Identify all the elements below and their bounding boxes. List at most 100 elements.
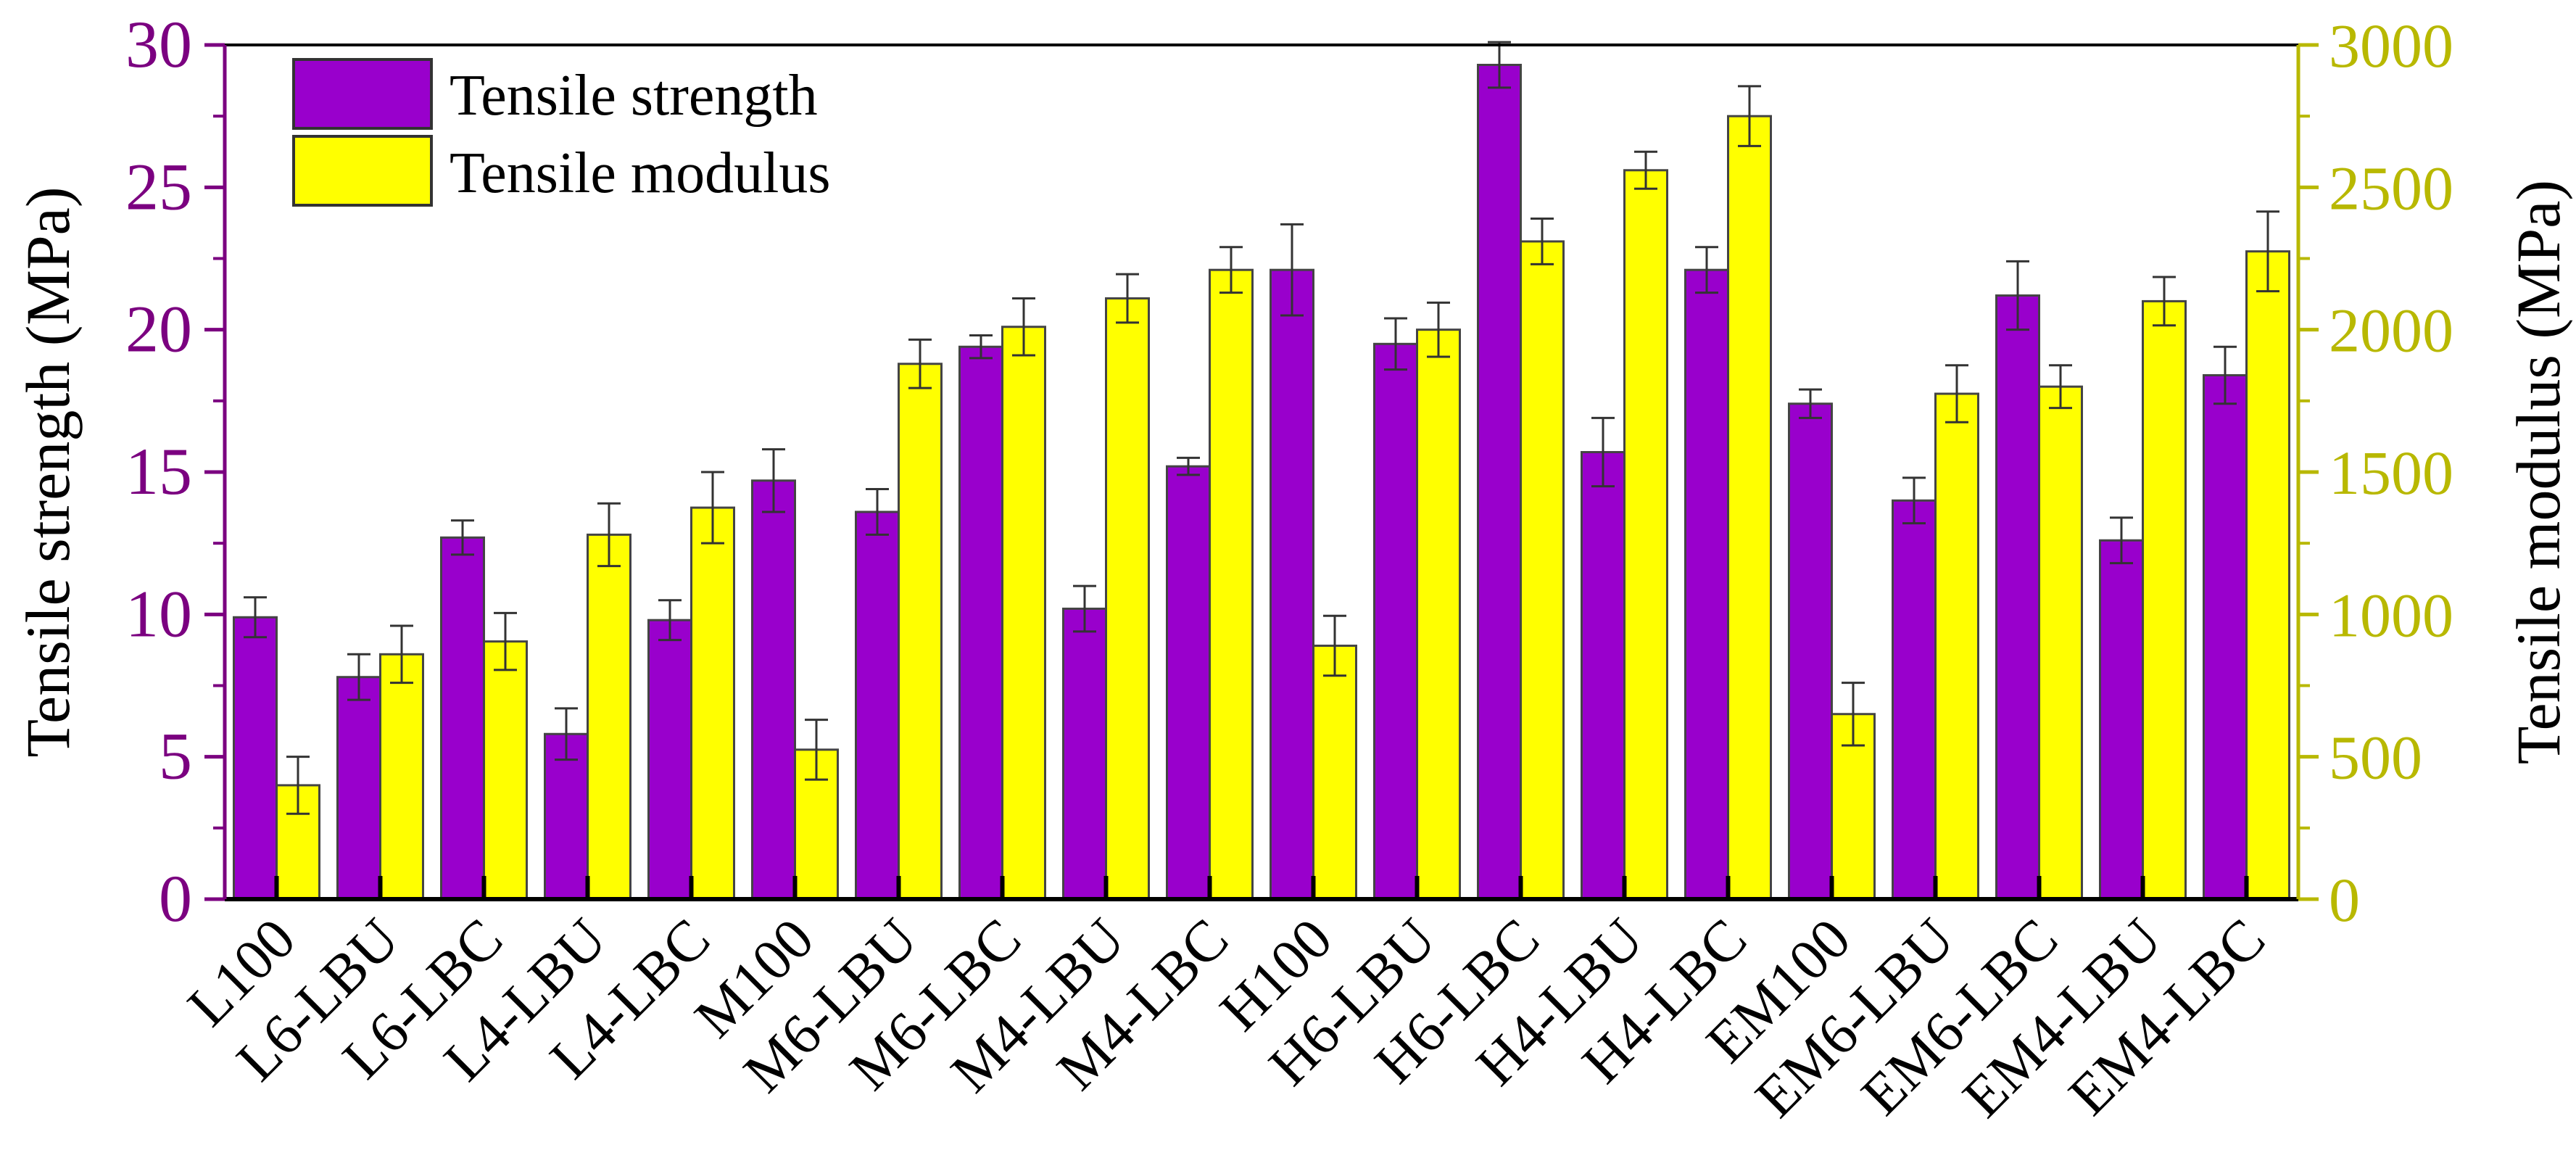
error-bar-tensile-modulus-h4-lbc	[1738, 85, 1761, 147]
error-bar-tensile-modulus-em6-lbc	[2049, 364, 2072, 410]
error-bar-tensile-strength-l100	[244, 596, 267, 639]
error-bar-tensile-modulus-em4-lbu	[2153, 276, 2176, 327]
bar-tensile-strength-h100	[1270, 268, 1314, 901]
error-bar-tensile-modulus-m4-lbc	[1219, 246, 1243, 294]
bar-tensile-modulus-h4-lbc	[1727, 115, 1772, 901]
legend-swatch-tensile-strength	[292, 58, 433, 130]
error-bar-tensile-modulus-em6-lbu	[1945, 364, 1968, 423]
bar-tensile-strength-em6-lbu	[1892, 499, 1937, 901]
error-bar-tensile-modulus-l4-lbc	[701, 471, 724, 545]
bar-tensile-strength-h6-lbc	[1477, 63, 1522, 901]
bar-tensile-modulus-l6-lbc	[483, 640, 528, 901]
bar-tensile-modulus-m6-lbc	[1001, 326, 1046, 901]
error-bar-tensile-modulus-l6-lbu	[390, 624, 413, 685]
error-bar-tensile-modulus-m100	[805, 719, 828, 781]
error-bar-tensile-modulus-m6-lbu	[908, 338, 932, 389]
error-bar-tensile-strength-em100	[1799, 388, 1822, 419]
error-bar-tensile-modulus-h100	[1323, 614, 1346, 677]
right-tick-label: 2500	[2329, 153, 2453, 223]
bar-tensile-modulus-em4-lbu	[2142, 299, 2187, 901]
bar-tensile-strength-em100	[1788, 402, 1833, 901]
error-bar-tensile-strength-h6-lbu	[1384, 317, 1407, 371]
legend-label-tensile-modulus: Tensile modulus	[450, 141, 830, 205]
error-bar-tensile-strength-h4-lbu	[1591, 416, 1615, 488]
bar-tensile-strength-em4-lbc	[2203, 373, 2248, 901]
left-tick-label: 5	[159, 719, 192, 793]
bar-tensile-strength-l100	[233, 616, 278, 901]
error-bar-tensile-strength-m4-lbu	[1073, 584, 1096, 633]
bar-tensile-strength-l6-lbc	[440, 536, 485, 901]
bar-tensile-strength-h4-lbu	[1581, 451, 1625, 901]
error-bar-tensile-modulus-l100	[286, 756, 310, 815]
left-axis-title: Tensile strength (MPa)	[13, 187, 83, 758]
legend-swatch-tensile-modulus	[292, 135, 433, 207]
error-bar-tensile-modulus-em100	[1842, 682, 1865, 747]
right-tick-label: 1500	[2329, 438, 2453, 508]
bar-tensile-modulus-em4-lbc	[2245, 250, 2290, 901]
left-tick-label: 25	[125, 149, 192, 223]
bar-tensile-modulus-h4-lbu	[1623, 169, 1668, 901]
error-bar-tensile-modulus-h4-lbu	[1634, 150, 1657, 190]
left-tick-label: 10	[125, 576, 192, 650]
left-tick-label: 20	[125, 292, 192, 366]
bar-tensile-strength-m4-lbc	[1166, 465, 1211, 901]
bar-tensile-strength-m6-lbu	[855, 510, 900, 901]
error-bar-tensile-strength-em6-lbu	[1902, 476, 1926, 525]
left-tick-label: 30	[125, 7, 192, 81]
right-tick-label: 2000	[2329, 296, 2453, 365]
bar-tensile-strength-m4-lbu	[1062, 607, 1107, 901]
left-tick-label: 0	[159, 861, 192, 935]
legend-label-tensile-strength: Tensile strength	[450, 64, 818, 128]
axes-layer	[204, 43, 2319, 901]
right-tick-label: 1000	[2329, 580, 2453, 650]
error-bar-tensile-modulus-l4-lbu	[597, 502, 621, 568]
bar-tensile-strength-l4-lbc	[647, 619, 692, 901]
error-bar-tensile-strength-em4-lbc	[2213, 345, 2237, 405]
error-bar-tensile-modulus-m4-lbu	[1116, 273, 1139, 324]
left-tick-label: 15	[125, 434, 192, 508]
bar-tensile-modulus-m4-lbu	[1105, 297, 1150, 901]
bar-tensile-modulus-h100	[1312, 645, 1357, 901]
bar-tensile-strength-h6-lbu	[1373, 342, 1418, 901]
error-bar-tensile-strength-l4-lbu	[555, 707, 578, 761]
error-bar-tensile-strength-m4-lbc	[1177, 456, 1200, 476]
bar-tensile-modulus-em6-lbu	[1934, 392, 1979, 901]
error-bar-tensile-strength-h100	[1280, 223, 1304, 317]
error-bar-tensile-strength-em4-lbu	[2110, 516, 2133, 565]
bar-tensile-strength-m6-lbc	[958, 345, 1003, 901]
error-bar-tensile-modulus-m6-lbc	[1012, 297, 1035, 357]
bar-tensile-modulus-l6-lbu	[379, 653, 424, 901]
bar-tensile-modulus-l4-lbc	[690, 506, 735, 901]
bar-tensile-modulus-h6-lbu	[1416, 328, 1461, 901]
bar-tensile-strength-l6-lbu	[336, 676, 381, 901]
error-bar-tensile-modulus-h6-lbc	[1531, 218, 1554, 265]
bar-tensile-modulus-m4-lbc	[1209, 268, 1254, 901]
right-tick-label: 3000	[2329, 11, 2453, 80]
error-bar-tensile-modulus-h6-lbu	[1427, 301, 1450, 358]
bars-layer	[233, 41, 2290, 901]
error-bar-tensile-strength-m100	[762, 448, 785, 513]
error-bar-tensile-strength-l6-lbu	[347, 653, 370, 701]
error-bar-tensile-modulus-em4-lbc	[2256, 210, 2279, 293]
bar-tensile-modulus-m6-lbu	[898, 363, 943, 901]
right-tick-label: 0	[2329, 865, 2360, 935]
bar-tensile-modulus-h6-lbc	[1520, 240, 1565, 901]
error-bar-tensile-modulus-l6-lbc	[494, 611, 517, 671]
bar-tensile-strength-em6-lbc	[1995, 294, 2040, 901]
error-bar-tensile-strength-m6-lbu	[866, 488, 889, 536]
labels-layer: 0 5 10 15 20 25 30 0 500 1000 1500 2000 2500 3000 Tens…	[13, 7, 2573, 1130]
error-bar-tensile-strength-h6-lbc	[1488, 41, 1511, 89]
error-bar-tensile-strength-l6-lbc	[451, 519, 474, 556]
error-bar-tensile-strength-em6-lbc	[2006, 260, 2029, 331]
right-axis-title: Tensile modulus (MPa)	[2503, 180, 2573, 764]
legend: Tensile strength Tensile modulus	[292, 58, 830, 207]
bar-tensile-modulus-l4-lbu	[587, 533, 631, 901]
error-bar-tensile-strength-l4-lbc	[658, 599, 682, 642]
error-bar-tensile-strength-h4-lbc	[1695, 246, 1718, 294]
bar-tensile-modulus-em6-lbc	[2038, 385, 2083, 901]
bar-tensile-strength-m100	[751, 479, 796, 901]
error-bar-tensile-strength-m6-lbc	[969, 334, 993, 360]
bar-tensile-strength-em4-lbu	[2099, 539, 2144, 901]
right-tick-label: 500	[2329, 723, 2422, 793]
